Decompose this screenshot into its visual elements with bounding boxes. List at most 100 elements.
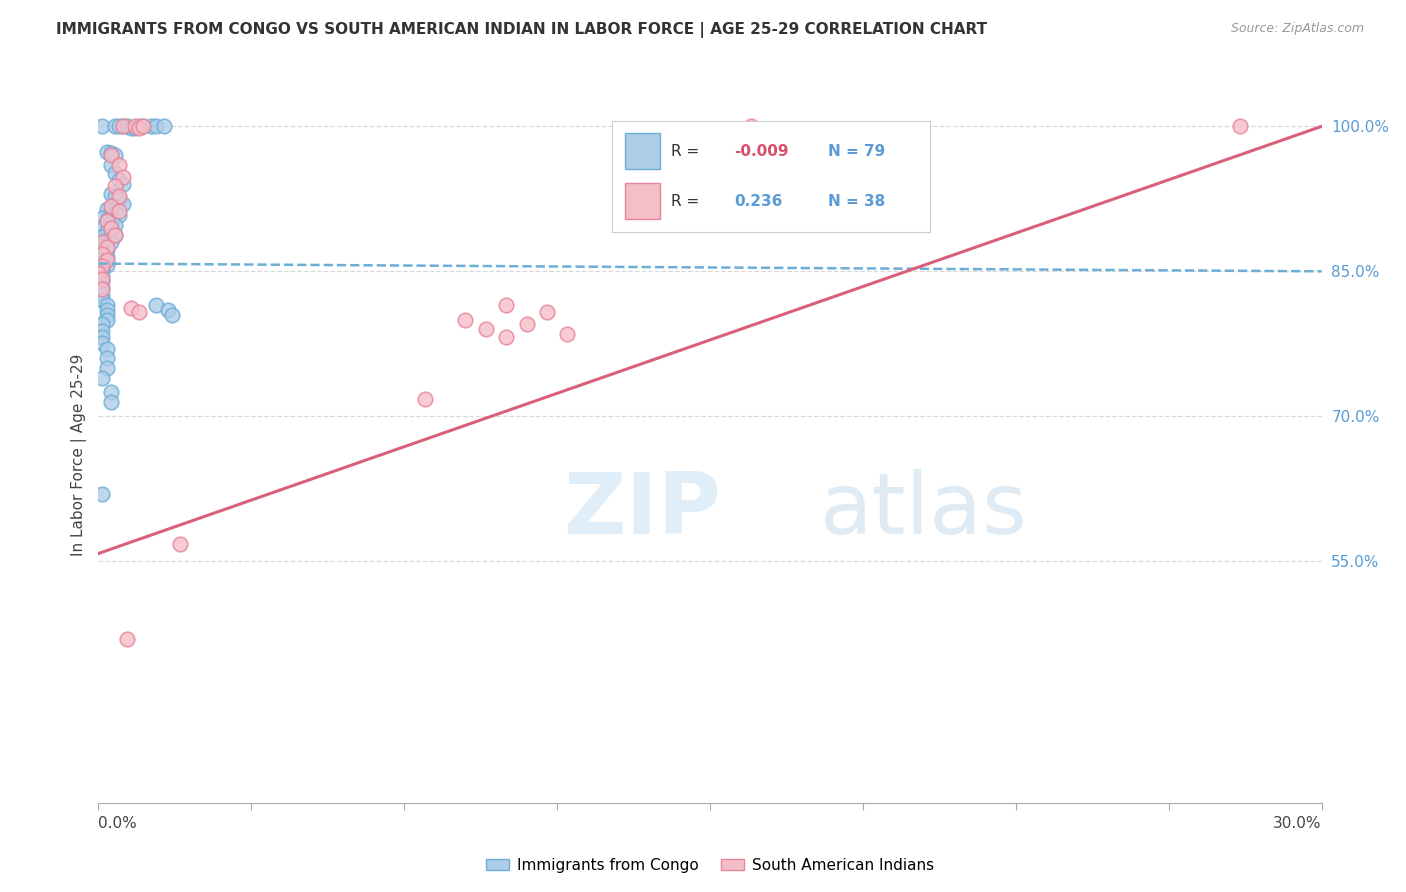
Point (96, 145, 118, 160)
Point (145, 298, 167, 312)
Point (124, 121, 146, 136)
Point (108, 192, 131, 206)
Point (128, 305, 150, 319)
Point (100, 226, 122, 240)
Point (96, 308, 118, 322)
Point (91, 247, 114, 261)
Point (91, 288, 114, 302)
Point (740, 120, 762, 134)
Point (111, 120, 134, 134)
Point (100, 216, 122, 230)
Point (474, 322, 498, 336)
Point (87, 237, 110, 252)
Point (91, 254, 114, 268)
Point (87, 277, 110, 292)
Point (91, 324, 114, 338)
Point (96, 233, 118, 247)
Point (91, 247, 114, 261)
Point (91, 120, 114, 134)
Point (495, 298, 517, 312)
Point (115, 632, 138, 646)
Point (111, 120, 134, 134)
Point (156, 303, 179, 318)
Point (169, 537, 191, 551)
Point (132, 120, 155, 134)
Point (120, 121, 142, 136)
Point (124, 120, 146, 134)
Point (145, 120, 167, 134)
Point (91, 281, 114, 295)
Point (91, 211, 114, 226)
Point (108, 172, 131, 186)
Point (104, 206, 127, 220)
Text: 30.0%: 30.0% (1274, 816, 1322, 831)
Point (108, 208, 131, 222)
Point (96, 258, 118, 272)
Point (91, 260, 114, 274)
Point (495, 330, 517, 344)
Point (100, 220, 122, 235)
Point (96, 342, 118, 356)
Point (104, 148, 127, 162)
Point (100, 158, 122, 172)
Point (96, 250, 118, 264)
Y-axis label: In Labor Force | Age 25-29: In Labor Force | Age 25-29 (72, 354, 87, 556)
Point (91, 272, 114, 286)
Text: IMMIGRANTS FROM CONGO VS SOUTH AMERICAN INDIAN IN LABOR FORCE | AGE 25-29 CORREL: IMMIGRANTS FROM CONGO VS SOUTH AMERICAN … (56, 22, 987, 38)
Point (87, 266, 110, 280)
Point (128, 121, 150, 136)
Point (104, 120, 127, 134)
Point (100, 204, 122, 219)
Point (104, 179, 127, 194)
Point (128, 120, 150, 134)
Point (536, 305, 558, 319)
Point (108, 204, 131, 219)
Point (108, 189, 131, 203)
Point (91, 486, 114, 500)
Text: atlas: atlas (820, 469, 1028, 552)
Point (100, 146, 122, 161)
Point (96, 202, 118, 216)
Point (87, 266, 110, 280)
Point (87, 272, 110, 286)
Point (91, 235, 114, 250)
Point (91, 269, 114, 284)
Point (108, 120, 131, 134)
Point (104, 227, 127, 242)
Point (104, 166, 127, 180)
Point (120, 301, 142, 315)
Point (152, 120, 174, 134)
Point (96, 303, 118, 318)
Point (91, 282, 114, 296)
Point (413, 392, 436, 406)
Point (100, 199, 122, 213)
Point (111, 196, 134, 211)
Point (96, 240, 118, 254)
Point (96, 213, 118, 227)
Point (100, 148, 122, 162)
Legend: Immigrants from Congo, South American Indians: Immigrants from Congo, South American In… (479, 852, 941, 879)
Point (100, 187, 122, 202)
Point (96, 298, 118, 312)
Point (557, 327, 579, 342)
Text: ZIP: ZIP (564, 469, 721, 552)
Point (100, 235, 122, 250)
Point (96, 224, 118, 238)
Point (91, 220, 114, 235)
Point (100, 394, 122, 409)
Point (96, 214, 118, 228)
Point (111, 169, 134, 184)
Point (91, 230, 114, 244)
Text: 0.0%: 0.0% (98, 816, 138, 831)
Point (104, 189, 127, 203)
Point (91, 262, 114, 277)
Point (87, 252, 110, 267)
Point (96, 252, 118, 267)
Point (96, 312, 118, 326)
Point (104, 227, 127, 242)
Point (87, 260, 110, 274)
Point (91, 239, 114, 253)
Point (91, 335, 114, 350)
Point (96, 242, 118, 256)
Point (91, 330, 114, 344)
